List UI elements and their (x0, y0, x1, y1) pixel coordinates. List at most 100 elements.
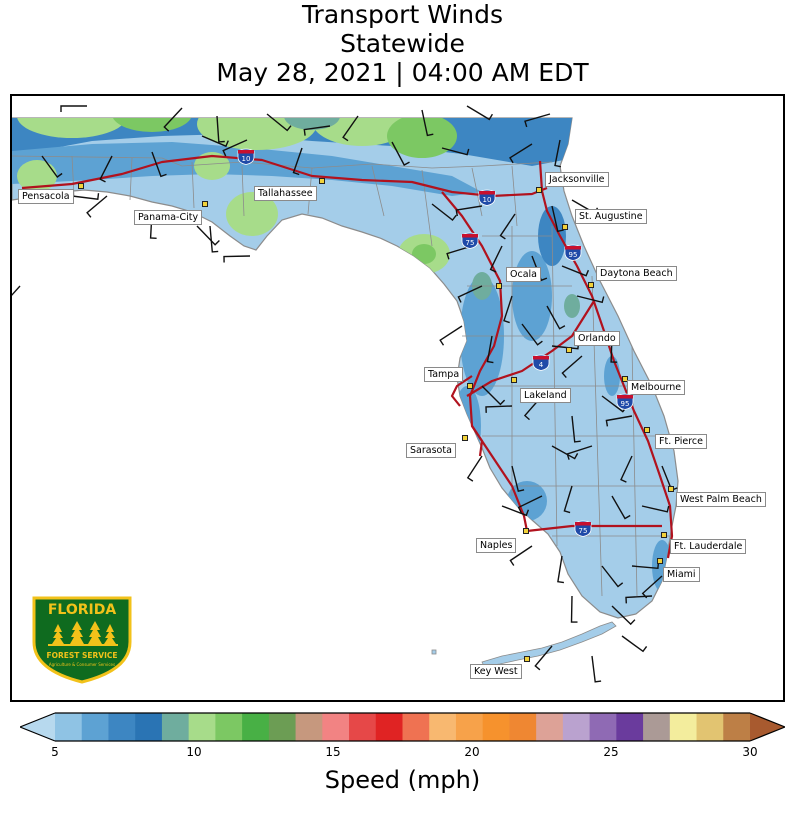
wind-barb (601, 565, 624, 588)
wind-barb (86, 195, 108, 218)
map-panel: Pensacola Panama-City Tallahassee Jackso… (10, 94, 785, 702)
city-label-tallahassee: Tallahassee (254, 186, 317, 201)
wind-barb (625, 595, 653, 604)
city-label-naples: Naples (476, 538, 517, 553)
wind-barb (561, 355, 583, 379)
wind-barb (546, 305, 566, 330)
wind-barb (561, 265, 590, 277)
title-line-1: Transport Winds (301, 0, 504, 29)
svg-text:95: 95 (621, 400, 630, 408)
colorbar-segment (562, 713, 591, 741)
interstate-shield-icon: 75 (461, 232, 479, 249)
wind-barb (342, 115, 359, 142)
wind-barb (196, 225, 220, 246)
wind-barb (303, 125, 331, 136)
svg-text:FOREST SERVICE: FOREST SERVICE (46, 651, 117, 660)
svg-text:95: 95 (569, 251, 578, 259)
colorbar-segment (349, 713, 377, 741)
svg-text:4: 4 (539, 361, 544, 369)
wind-barb (524, 113, 551, 128)
colorbar-axis-label: Speed (mph) (324, 766, 481, 794)
wind-barb (481, 385, 506, 406)
colorbar-tick-label: 30 (742, 745, 758, 759)
svg-text:Agriculture & Consumer Service: Agriculture & Consumer Services (49, 662, 115, 667)
wind-barb (641, 505, 670, 513)
interstate-shield-icon: 10 (478, 189, 496, 206)
title-line-3: May 28, 2021 | 04:00 AM EDT (216, 58, 589, 87)
city-label-jacksonville: Jacksonville (545, 172, 609, 187)
colorbar-segment (161, 713, 190, 741)
city-marker (462, 435, 468, 441)
svg-text:75: 75 (579, 527, 588, 535)
wind-barb (620, 455, 633, 483)
interstate-shield-icon: 75 (574, 520, 592, 537)
colorbar-segment (242, 713, 270, 741)
wind-barb (486, 335, 494, 364)
wind-barb (216, 115, 225, 143)
wind-barb (466, 455, 483, 482)
colorbar-segment (669, 713, 698, 741)
svg-text:FLORIDA: FLORIDA (48, 602, 116, 618)
colorbar-segment (375, 713, 403, 741)
wind-barb (12, 285, 21, 296)
colorbar-tick-label: 20 (464, 745, 480, 759)
title-line-2: Statewide (340, 29, 465, 58)
map-title: Transport Winds Statewide May 28, 2021 |… (0, 0, 805, 87)
wind-barb (439, 325, 463, 346)
wind-barb (292, 147, 303, 176)
colorbar-segment (723, 713, 751, 741)
colorbar-segment (215, 713, 243, 741)
colorbar-under-arrow (20, 713, 55, 741)
svg-text:10: 10 (242, 155, 251, 163)
florida-keys (431, 621, 617, 667)
city-marker (78, 183, 84, 189)
wind-barb (503, 295, 513, 324)
colorbar-segment (135, 713, 163, 741)
city-marker (566, 347, 572, 353)
city-label-ft-pierce: Ft. Pierce (655, 434, 707, 449)
wind-barb (621, 635, 648, 653)
city-marker (319, 178, 325, 184)
wind-barb (554, 139, 562, 168)
wind-barb (511, 465, 525, 493)
interstate-shield-icon: 4 (532, 354, 550, 371)
wind-barb (455, 205, 483, 217)
interstate-shield-icon: 95 (616, 393, 634, 410)
wind-barb (266, 113, 292, 132)
colorbar-segment (616, 713, 644, 741)
colorbar-segment (536, 713, 564, 741)
wind-barb (563, 485, 573, 514)
colorbar-segment (455, 713, 484, 741)
speed-colorbar (20, 712, 785, 742)
wind-barb (201, 135, 229, 148)
colorbar-segment (268, 713, 297, 741)
city-label-sarasota: Sarasota (406, 443, 456, 458)
city-marker (661, 532, 667, 538)
wind-barb (611, 495, 631, 520)
wind-barb (489, 245, 503, 273)
city-label-pensacola: Pensacola (18, 189, 74, 204)
interstate-shield-icon: 95 (564, 244, 582, 261)
city-label-ft-lauderdale: Ft. Lauderdale (670, 539, 747, 554)
tree-icon (48, 621, 118, 646)
city-marker (523, 528, 529, 534)
colorbar-segment (643, 713, 671, 741)
wind-barb (551, 445, 579, 460)
city-label-west-palm-beach: West Palm Beach (676, 492, 766, 507)
wind-barb (99, 155, 113, 183)
city-marker (496, 283, 502, 289)
wind-barb (485, 405, 513, 413)
wind-barb (466, 105, 494, 121)
wind-barb (570, 595, 578, 623)
svg-text:10: 10 (483, 196, 492, 204)
wind-barb (41, 155, 63, 178)
wind-barb (521, 323, 543, 346)
city-marker (622, 376, 628, 382)
colorbar-segment (589, 713, 617, 741)
wind-barb (557, 555, 565, 584)
colorbar-tick-label: 5 (51, 745, 59, 759)
wind-barb (431, 203, 457, 221)
wind-barb (209, 225, 219, 253)
city-marker (657, 558, 663, 564)
colorbar-segment (55, 713, 83, 741)
